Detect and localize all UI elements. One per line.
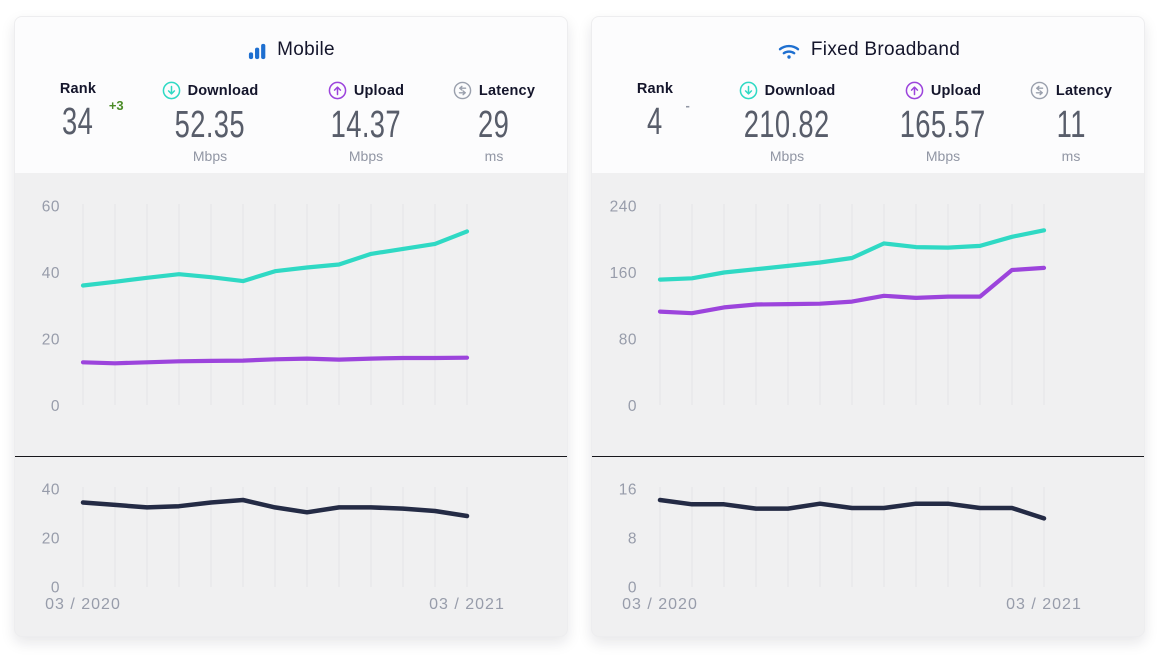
upload-label: Upload bbox=[353, 82, 405, 99]
latency-value: 29 bbox=[478, 104, 510, 146]
download-unit: Mbps bbox=[192, 148, 228, 164]
svg-text:160: 160 bbox=[610, 265, 637, 282]
svg-text:40: 40 bbox=[42, 482, 60, 499]
latency-arrows-icon bbox=[453, 81, 472, 100]
svg-text:240: 240 bbox=[610, 199, 637, 216]
rank-label: Rank bbox=[59, 81, 97, 97]
upload-stat: Upload 165.57 Mbps bbox=[868, 81, 1018, 164]
svg-text:20: 20 bbox=[42, 332, 60, 349]
svg-text:40: 40 bbox=[42, 265, 60, 282]
svg-text:03 / 2021: 03 / 2021 bbox=[429, 596, 505, 613]
latency-label: Latency bbox=[1055, 82, 1113, 99]
latency-stat: Latency 29 ms bbox=[441, 81, 547, 164]
svg-text:60: 60 bbox=[42, 199, 60, 216]
upload-value: 165.57 bbox=[900, 104, 986, 146]
rank-value: 34 bbox=[62, 101, 94, 143]
download-value: 210.82 bbox=[744, 104, 830, 146]
download-stat: Download 210.82 Mbps bbox=[706, 81, 868, 164]
download-label: Download bbox=[764, 82, 836, 99]
upload-value: 14.37 bbox=[330, 104, 402, 146]
fixed-broadband-card: Fixed Broadband Rank 4 - bbox=[591, 16, 1145, 637]
rank-unit bbox=[27, 145, 129, 161]
speedtest-comparison: Mobile Rank 34 +3 bbox=[14, 16, 1145, 637]
fixed-speed-chart: 0 80 160 240 bbox=[610, 199, 1047, 415]
rank-stat: Rank 4 - bbox=[604, 81, 706, 164]
mobile-card: Mobile Rank 34 +3 bbox=[14, 16, 568, 637]
upload-arrow-icon bbox=[328, 81, 347, 100]
rank-unit bbox=[604, 145, 706, 161]
latency-label: Latency bbox=[478, 82, 536, 99]
wifi-icon bbox=[776, 40, 802, 61]
mobile-stats-row: Rank 34 +3 bbox=[15, 81, 567, 164]
svg-text:0: 0 bbox=[628, 580, 637, 597]
latency-unit: ms bbox=[1061, 148, 1081, 164]
fixed-latency-chart: 0 8 16 03 / 2020 03 / 2021 bbox=[619, 482, 1082, 614]
svg-text:16: 16 bbox=[619, 482, 637, 499]
fixed-card-header: Fixed Broadband Rank 4 - bbox=[592, 17, 1144, 173]
fixed-stats-row: Rank 4 - bbox=[592, 81, 1144, 164]
svg-text:03 / 2020: 03 / 2020 bbox=[45, 596, 121, 613]
card-title: Mobile bbox=[277, 39, 335, 60]
latency-stat: Latency 11 ms bbox=[1018, 81, 1124, 164]
mobile-latency-chart: 0 20 40 03 / 2020 03 / 2021 bbox=[42, 482, 505, 614]
mobile-latency-section: 0 20 40 03 / 2020 03 / 2021 bbox=[15, 456, 567, 636]
svg-text:0: 0 bbox=[628, 398, 637, 415]
rank-change-badge: +3 bbox=[108, 98, 124, 113]
svg-text:0: 0 bbox=[51, 580, 60, 597]
svg-text:03 / 2020: 03 / 2020 bbox=[622, 596, 698, 613]
upload-arrow-icon bbox=[905, 81, 924, 100]
latency-arrows-icon bbox=[1030, 81, 1049, 100]
mobile-card-header: Mobile Rank 34 +3 bbox=[15, 17, 567, 173]
rank-stat: Rank 34 +3 bbox=[27, 81, 129, 164]
download-stat: Download 52.35 Mbps bbox=[129, 81, 291, 164]
download-arrow-icon bbox=[162, 81, 181, 100]
rank-change-badge: - bbox=[685, 98, 690, 113]
download-value: 52.35 bbox=[174, 104, 246, 146]
download-label: Download bbox=[187, 82, 259, 99]
download-unit: Mbps bbox=[769, 148, 805, 164]
svg-text:03 / 2021: 03 / 2021 bbox=[1006, 596, 1082, 613]
upload-label: Upload bbox=[930, 82, 982, 99]
card-title: Fixed Broadband bbox=[810, 39, 961, 60]
svg-text:8: 8 bbox=[628, 531, 637, 548]
mobile-speed-chart: 0 20 40 60 bbox=[42, 199, 470, 415]
rank-label: Rank bbox=[636, 81, 674, 97]
rank-value: 4 bbox=[647, 101, 663, 143]
latency-unit: ms bbox=[484, 148, 504, 164]
svg-text:20: 20 bbox=[42, 531, 60, 548]
mobile-signal-bars-icon bbox=[247, 40, 268, 61]
svg-text:80: 80 bbox=[619, 332, 637, 349]
upload-unit: Mbps bbox=[348, 148, 384, 164]
svg-text:0: 0 bbox=[51, 398, 60, 415]
latency-value: 11 bbox=[1056, 104, 1086, 146]
download-arrow-icon bbox=[739, 81, 758, 100]
fixed-latency-section: 0 8 16 03 / 2020 03 / 2021 bbox=[592, 456, 1144, 636]
upload-unit: Mbps bbox=[925, 148, 961, 164]
upload-stat: Upload 14.37 Mbps bbox=[291, 81, 441, 164]
